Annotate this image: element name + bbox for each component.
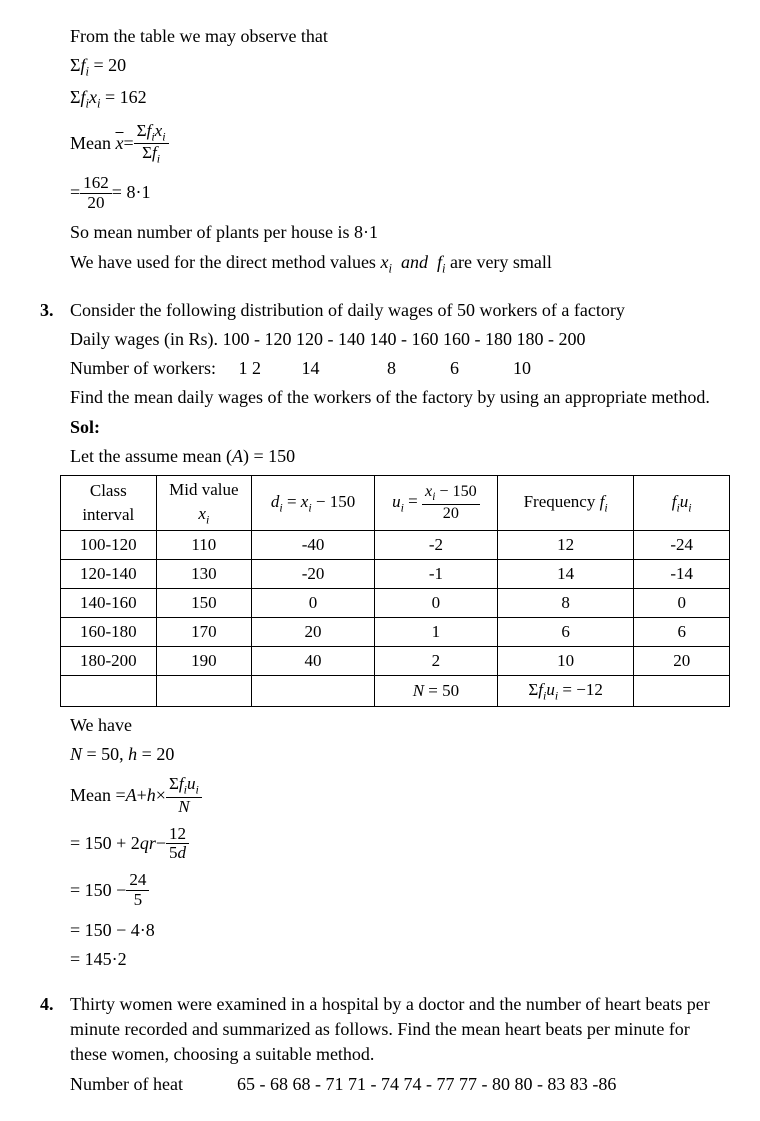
table-footer-row: N = 50Σfiui = −12 [61,675,730,706]
table-row: 140-1601500080 [61,588,730,617]
q4-number: 4. [40,992,54,1017]
intro-eq2: Σfixi = 162 [70,85,730,113]
q3-step2: = 150 + 2qr − 125d [70,825,730,864]
q3-step3: = 150 − 245 [70,871,730,910]
question-4: 4. Thirty women were examined in a hospi… [20,992,730,1097]
intro-eq1: Σfi = 20 [70,53,730,81]
mean-label: Mean [70,131,111,156]
q3-table: Classinterval Mid valuexi di = xi − 150 … [60,475,730,707]
q3-nh: N = 50, h = 20 [70,742,730,767]
q3-sol: Sol: [70,415,730,440]
q3-wehave: We have [70,713,730,738]
q3-p2: Daily wages (in Rs). 100 - 120 120 - 140… [70,327,730,352]
q3-number: 3. [40,298,54,323]
intro-line3: We have used for the direct method value… [70,250,730,278]
q3-step5: = 145·2 [70,947,730,972]
intro-line1: From the table we may observe that [70,24,730,49]
q4-p1: Thirty women were examined in a hospital… [70,992,730,1068]
table-row: 120-140130-20-114-14 [61,559,730,588]
intro-section: From the table we may observe that Σfi =… [70,24,730,278]
q3-p1: Consider the following distribution of d… [70,298,730,323]
q3-step4: = 150 − 4·8 [70,918,730,943]
intro-line2: So mean number of plants per house is 8·… [70,220,730,245]
table-row: 180-2001904021020 [61,646,730,675]
intro-calc: = 16220 = 8·1 [70,174,730,213]
q4-p2: Number of heat 65 - 68 68 - 71 71 - 74 7… [70,1072,730,1097]
question-3: 3. Consider the following distribution o… [20,298,730,972]
q3-p3: Number of workers: 1 2 14 8 6 10 [70,356,730,381]
table-row: 160-18017020166 [61,617,730,646]
table-row: 100-120110-40-212-24 [61,530,730,559]
q3-assume: Let the assume mean (A) = 150 [70,444,730,469]
q3-p4: Find the mean daily wages of the workers… [70,385,730,410]
q3-mean-formula: Mean = A + h × ΣfiuiN [70,775,730,816]
intro-mean-formula: Mean x = Σfixi Σfi [70,122,730,166]
table-header-row: Classinterval Mid valuexi di = xi − 150 … [61,475,730,530]
